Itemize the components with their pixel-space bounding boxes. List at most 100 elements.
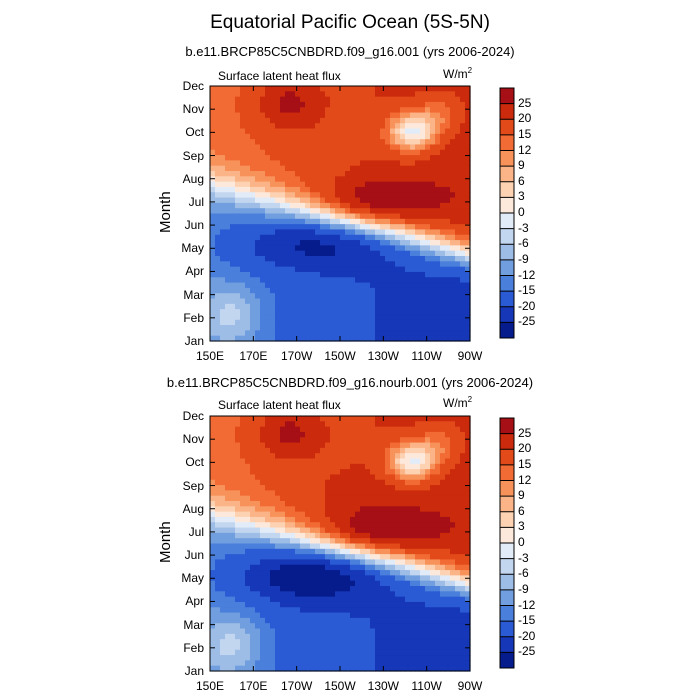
heatmap-cell — [410, 506, 416, 513]
heatmap-cell — [230, 123, 236, 130]
heatmap-cell — [305, 319, 311, 326]
heatmap-cell — [400, 506, 406, 513]
heatmap-cell — [225, 202, 231, 209]
heatmap-cell — [460, 479, 466, 486]
heatmap-cell — [400, 564, 406, 571]
heatmap-cell — [410, 107, 416, 114]
heatmap-cell — [390, 649, 396, 656]
heatmap-cell — [255, 655, 261, 661]
heatmap-cell — [370, 165, 376, 172]
heatmap-cell — [335, 192, 341, 199]
heatmap-cell — [280, 325, 286, 331]
heatmap-cell — [300, 271, 306, 278]
heatmap-cell — [280, 250, 286, 257]
heatmap-cell — [345, 633, 351, 640]
heatmap-cell — [310, 416, 316, 422]
heatmap-cell — [375, 516, 381, 523]
heatmap-cell — [265, 591, 271, 598]
heatmap-cell — [415, 463, 421, 470]
heatmap-cell — [380, 649, 386, 656]
heatmap-cell — [410, 197, 416, 204]
heatmap-cell — [380, 330, 386, 337]
heatmap-cell — [255, 501, 261, 507]
heatmap-cell — [305, 112, 311, 119]
heatmap-cell — [390, 421, 396, 428]
heatmap-cell — [415, 421, 421, 428]
heatmap-cell — [330, 601, 336, 608]
heatmap-cell — [250, 463, 256, 470]
heatmap-cell — [440, 532, 446, 539]
heatmap-cell — [230, 495, 236, 502]
heatmap-cell — [370, 623, 376, 630]
heatmap-cell — [265, 564, 271, 571]
heatmap-cell — [460, 128, 466, 135]
heatmap-cell — [335, 325, 341, 331]
heatmap-cell — [230, 633, 236, 640]
heatmap-cell — [340, 186, 346, 193]
heatmap-cell — [445, 564, 451, 571]
heatmap-cell — [410, 139, 416, 146]
heatmap-cell — [275, 101, 281, 108]
heatmap-cell — [340, 96, 346, 103]
heatmap-cell — [345, 186, 351, 193]
heatmap-cell — [385, 240, 391, 246]
heatmap-cell — [415, 181, 421, 188]
heatmap-cell — [385, 570, 391, 576]
heatmap-cell — [295, 139, 301, 146]
heatmap-cell — [390, 86, 396, 92]
heatmap-cell — [275, 474, 281, 481]
heatmap-cell — [365, 218, 371, 225]
heatmap-cell — [430, 575, 436, 582]
heatmap-cell — [260, 660, 266, 667]
heatmap-cell — [290, 319, 296, 326]
colorbar-swatch — [500, 228, 514, 245]
heatmap-cell — [380, 234, 386, 241]
heatmap-cell — [415, 224, 421, 231]
heatmap-cell — [250, 554, 256, 561]
heatmap-cell — [375, 266, 381, 273]
heatmap-cell — [250, 139, 256, 146]
heatmap-cell — [240, 171, 246, 177]
heatmap-cell — [325, 149, 331, 156]
heatmap-cell — [340, 660, 346, 667]
heatmap-cell — [260, 101, 266, 108]
heatmap-cell — [365, 91, 371, 98]
heatmap-cell — [385, 144, 391, 151]
heatmap-cell — [385, 660, 391, 667]
heatmap-cell — [445, 128, 451, 135]
heatmap-cell — [400, 245, 406, 252]
heatmap-cell — [305, 527, 311, 534]
heatmap-cell — [235, 234, 241, 241]
heatmap-cell — [420, 117, 426, 124]
heatmap-cell — [385, 101, 391, 108]
heatmap-cell — [315, 506, 321, 513]
heatmap-cell — [225, 160, 231, 167]
heatmap-cell — [210, 485, 216, 491]
heatmap-cell — [215, 139, 221, 146]
heatmap-cell — [350, 639, 356, 646]
heatmap-cell — [230, 96, 236, 103]
heatmap-cell — [430, 287, 436, 294]
heatmap-cell — [220, 319, 226, 326]
heatmap-cell — [415, 149, 421, 156]
heatmap-cell — [395, 149, 401, 156]
heatmap-cell — [370, 548, 376, 555]
heatmap-cell — [400, 474, 406, 481]
heatmap-cell — [360, 117, 366, 124]
heatmap-cell — [460, 495, 466, 502]
heatmap-cell — [225, 469, 231, 476]
heatmap-cell — [250, 586, 256, 592]
heatmap-cell — [345, 133, 351, 140]
heatmap-cell — [260, 282, 266, 289]
heatmap-cell — [350, 133, 356, 140]
heatmap-cell — [335, 101, 341, 108]
heatmap-cell — [460, 463, 466, 470]
heatmap-cell — [435, 298, 441, 305]
heatmap-cell — [440, 564, 446, 571]
heatmap-cell — [340, 117, 346, 124]
heatmap-cell — [330, 506, 336, 513]
heatmap-cell — [355, 421, 361, 428]
heatmap-cell — [335, 479, 341, 486]
heatmap-cell — [210, 543, 216, 550]
heatmap-cell — [285, 282, 291, 289]
